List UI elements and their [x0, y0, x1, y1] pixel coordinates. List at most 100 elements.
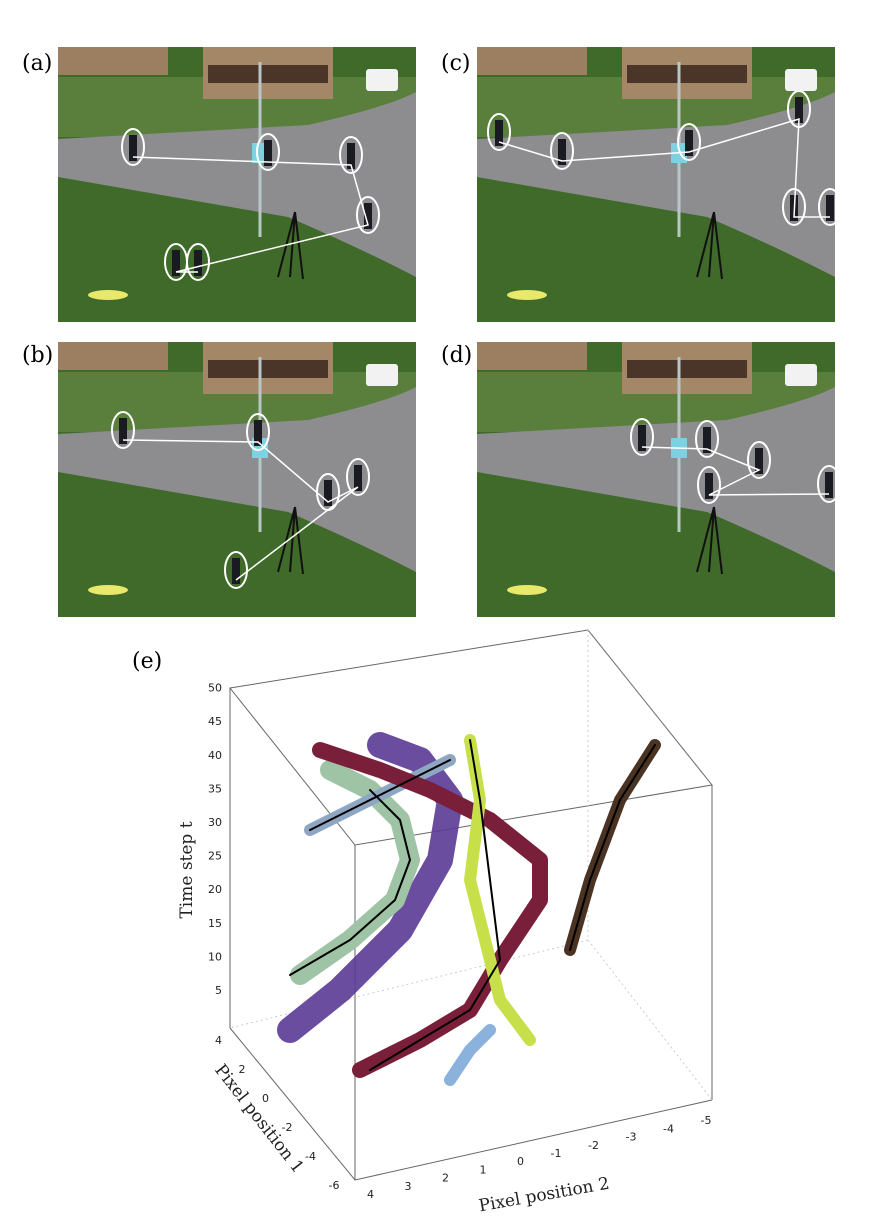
person — [705, 473, 713, 499]
tick-label: -5 — [701, 1114, 712, 1127]
person — [172, 250, 180, 276]
tick-label: 2 — [239, 1063, 246, 1076]
person — [254, 420, 262, 446]
building — [477, 342, 587, 370]
track-ellipse — [697, 466, 721, 504]
windows — [627, 360, 747, 378]
track-ellipse — [256, 133, 280, 171]
trajectories — [277, 732, 661, 1086]
person — [354, 465, 362, 491]
panel-label: (a) — [22, 51, 52, 76]
road — [58, 92, 416, 277]
tick-label: -3 — [626, 1131, 637, 1144]
track-ellipse — [782, 188, 806, 226]
tick-label: 45 — [208, 715, 222, 728]
yellow-object — [507, 290, 547, 300]
yellow-object — [88, 290, 128, 300]
track-ellipse — [346, 458, 370, 496]
tick-label: 0 — [517, 1155, 524, 1168]
building — [477, 47, 587, 75]
tick-label: 3 — [405, 1180, 412, 1193]
windows — [208, 65, 328, 83]
tick-label: 30 — [208, 816, 222, 829]
track-ellipse — [224, 551, 248, 589]
tick-label: 5 — [215, 984, 222, 997]
track-ellipse — [818, 188, 842, 226]
track-ellipse — [817, 465, 841, 503]
yellow-object — [507, 585, 547, 595]
panel-label: (d) — [441, 343, 472, 368]
road — [58, 387, 416, 572]
tick-label: -6 — [329, 1179, 340, 1192]
tick-label: 0 — [262, 1092, 269, 1105]
track-ellipse — [111, 411, 135, 449]
tick-label: 20 — [208, 883, 222, 896]
person — [232, 558, 240, 584]
track-ellipse — [356, 196, 380, 234]
building — [58, 342, 168, 370]
tick-label: -4 — [663, 1122, 674, 1135]
van — [785, 69, 817, 91]
tick-label: 15 — [208, 917, 222, 930]
axis-label: Pixel position 2 — [477, 1174, 611, 1217]
tick-label: 40 — [208, 749, 222, 762]
track-line — [641, 446, 830, 496]
tick-label: -4 — [305, 1150, 316, 1163]
photo — [58, 47, 416, 322]
photo — [477, 47, 842, 322]
axis-label: Pixel position 1 — [210, 1061, 307, 1178]
track-ellipse — [677, 123, 701, 161]
person — [825, 472, 833, 498]
person — [826, 195, 834, 221]
tripod — [277, 506, 304, 575]
track-ellipse — [487, 113, 511, 151]
person — [638, 425, 646, 451]
photo — [477, 342, 841, 617]
windows — [627, 65, 747, 83]
track-ellipse — [246, 413, 270, 451]
track-ellipse — [747, 441, 771, 479]
person — [685, 130, 693, 156]
van — [366, 69, 398, 91]
tick-label: 35 — [208, 782, 222, 795]
van — [366, 364, 398, 386]
person — [558, 139, 566, 165]
tick-label: 4 — [215, 1034, 222, 1047]
track-line — [132, 156, 369, 273]
track-ellipse — [121, 128, 145, 166]
van — [785, 364, 817, 386]
road — [477, 92, 835, 277]
person — [194, 250, 202, 276]
track-line — [498, 117, 830, 218]
track-ellipse — [695, 420, 719, 458]
track-line — [122, 439, 359, 581]
tripod — [696, 211, 723, 280]
windows — [208, 360, 328, 378]
person — [364, 203, 372, 229]
axis-label: Time step t — [177, 821, 197, 918]
tripod — [696, 506, 723, 575]
person — [347, 143, 355, 169]
tick-label: -1 — [551, 1147, 562, 1160]
person — [129, 135, 137, 161]
tick-label: 10 — [208, 950, 222, 963]
yellow-object — [88, 585, 128, 595]
panel-label: (b) — [22, 343, 53, 368]
track-ellipse — [630, 418, 654, 456]
road — [477, 387, 835, 572]
photo — [58, 342, 416, 617]
person — [264, 140, 272, 166]
panel-label: (e) — [132, 649, 162, 674]
person — [119, 418, 127, 444]
track-ellipse — [186, 243, 210, 281]
panel-label: (c) — [441, 51, 471, 76]
person — [703, 427, 711, 453]
building — [58, 47, 168, 75]
person — [495, 120, 503, 146]
photo-panels — [58, 47, 842, 617]
track-ellipse — [339, 136, 363, 174]
tick-label: -2 — [588, 1139, 599, 1152]
person — [755, 448, 763, 474]
tick-label: 4 — [367, 1188, 374, 1201]
